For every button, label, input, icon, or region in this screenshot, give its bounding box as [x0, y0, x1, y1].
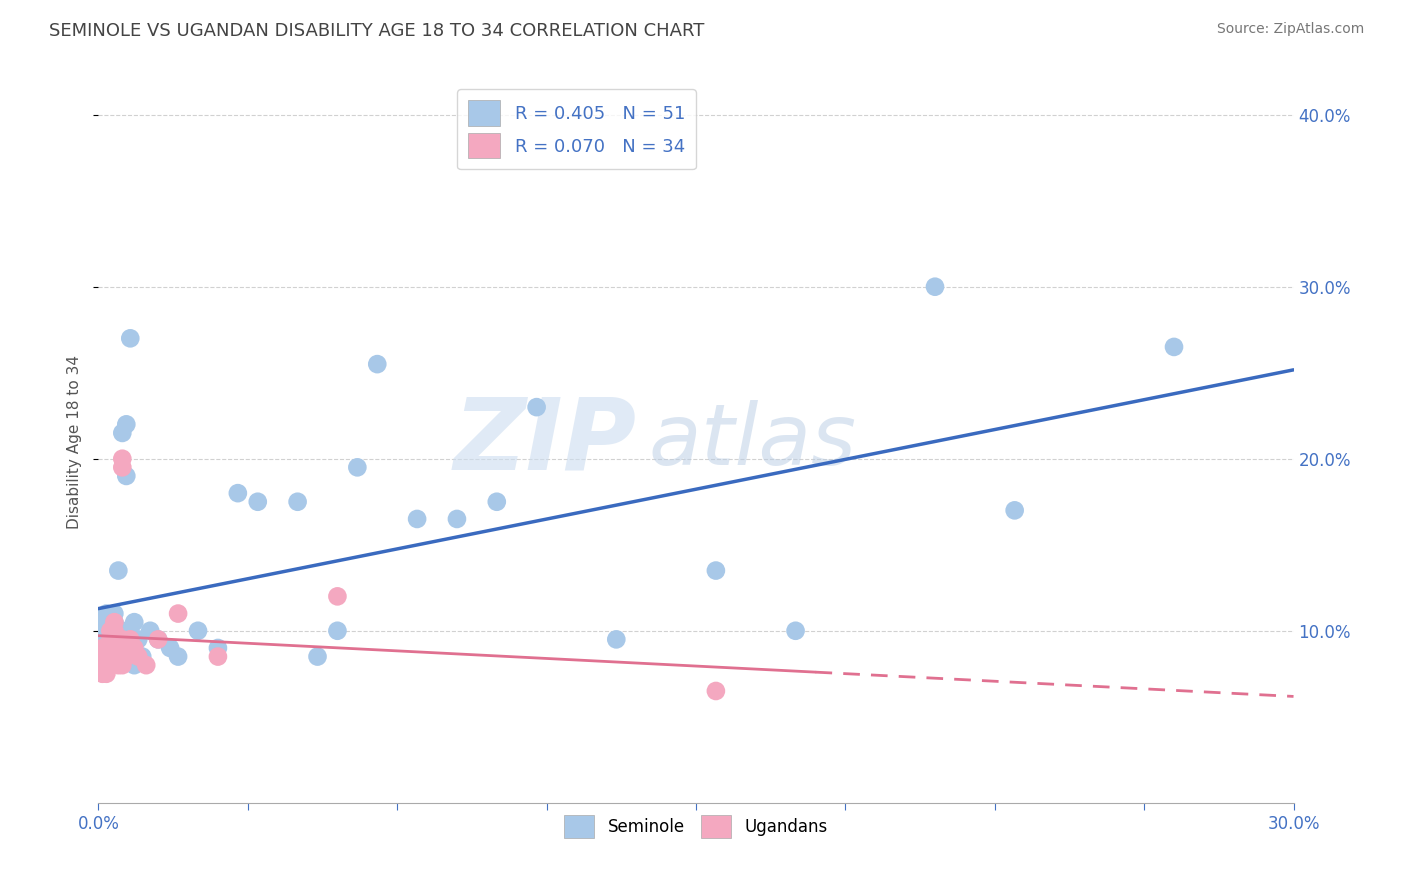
Text: ZIP: ZIP — [453, 393, 637, 490]
Point — [98, 632, 122, 647]
Point — [107, 658, 129, 673]
Point — [96, 666, 118, 681]
Point — [167, 649, 190, 664]
Y-axis label: Disability Age 18 to 34: Disability Age 18 to 34 — [67, 354, 83, 529]
Point — [148, 632, 170, 647]
Point — [103, 624, 125, 638]
Point — [148, 632, 170, 647]
Point — [124, 658, 146, 673]
Point — [346, 460, 368, 475]
Point — [704, 684, 727, 698]
Point — [98, 649, 122, 664]
Point — [111, 425, 134, 440]
Point — [107, 564, 129, 578]
Point — [135, 658, 157, 673]
Point — [103, 632, 125, 647]
Point — [159, 640, 181, 655]
Point — [139, 624, 162, 638]
Point — [91, 666, 114, 681]
Point — [120, 632, 142, 647]
Point — [406, 512, 429, 526]
Text: SEMINOLE VS UGANDAN DISABILITY AGE 18 TO 34 CORRELATION CHART: SEMINOLE VS UGANDAN DISABILITY AGE 18 TO… — [49, 22, 704, 40]
Point — [103, 607, 125, 621]
Point — [96, 624, 118, 638]
Point — [124, 615, 146, 630]
Point — [91, 649, 114, 664]
Point — [120, 649, 142, 664]
Point — [226, 486, 249, 500]
Text: atlas: atlas — [648, 400, 856, 483]
Point — [326, 590, 349, 604]
Point — [96, 640, 118, 655]
Point — [96, 649, 118, 664]
Point — [167, 607, 190, 621]
Point — [246, 494, 269, 508]
Point — [127, 632, 149, 647]
Point — [127, 649, 149, 664]
Point — [111, 632, 134, 647]
Point — [96, 658, 118, 673]
Point — [307, 649, 329, 664]
Point — [287, 494, 309, 508]
Point — [366, 357, 388, 371]
Point — [704, 564, 727, 578]
Point — [98, 632, 122, 647]
Point — [111, 460, 134, 475]
Point — [103, 640, 125, 655]
Point — [111, 624, 134, 638]
Point — [111, 451, 134, 466]
Point — [107, 632, 129, 647]
Point — [96, 607, 118, 621]
Point — [924, 279, 946, 293]
Point — [785, 624, 807, 638]
Point — [187, 624, 209, 638]
Point — [96, 640, 118, 655]
Point — [605, 632, 627, 647]
Point — [111, 658, 134, 673]
Point — [120, 331, 142, 345]
Point — [107, 640, 129, 655]
Point — [107, 624, 129, 638]
Point — [91, 632, 114, 647]
Point — [98, 640, 122, 655]
Point — [98, 624, 122, 638]
Point — [103, 615, 125, 630]
Legend: Seminole, Ugandans: Seminole, Ugandans — [557, 808, 835, 845]
Point — [98, 649, 122, 664]
Text: Source: ZipAtlas.com: Source: ZipAtlas.com — [1216, 22, 1364, 37]
Point — [98, 649, 122, 664]
Point — [131, 649, 153, 664]
Point — [107, 632, 129, 647]
Point — [207, 640, 229, 655]
Point — [485, 494, 508, 508]
Point — [98, 615, 122, 630]
Point — [91, 640, 114, 655]
Point — [103, 615, 125, 630]
Point — [526, 400, 548, 414]
Point — [124, 640, 146, 655]
Point — [115, 417, 138, 432]
Point — [91, 615, 114, 630]
Point — [111, 632, 134, 647]
Point — [1004, 503, 1026, 517]
Point — [115, 649, 138, 664]
Point — [1163, 340, 1185, 354]
Point — [103, 632, 125, 647]
Point — [326, 624, 349, 638]
Point — [103, 640, 125, 655]
Point — [98, 632, 122, 647]
Point — [446, 512, 468, 526]
Point — [115, 469, 138, 483]
Point — [103, 624, 125, 638]
Point — [91, 658, 114, 673]
Point — [207, 649, 229, 664]
